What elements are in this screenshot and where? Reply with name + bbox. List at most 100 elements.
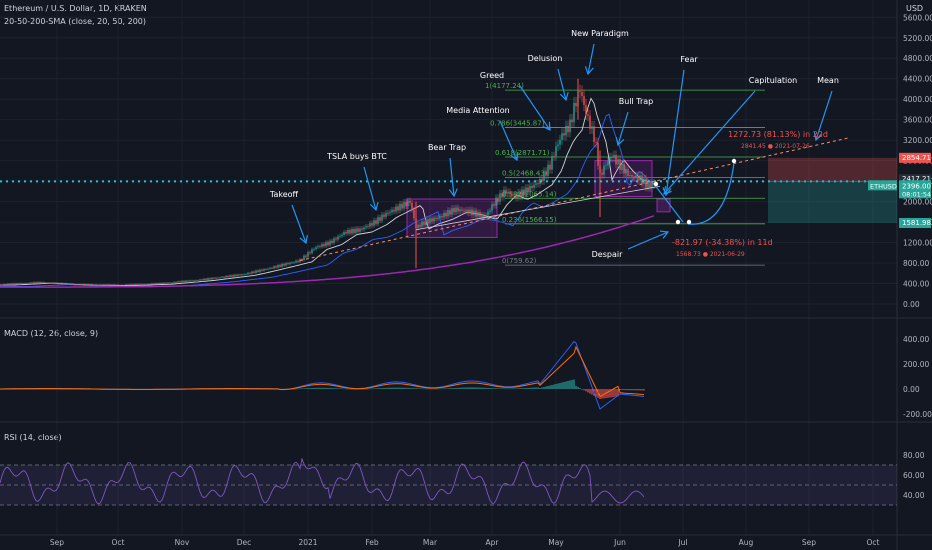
candle-body bbox=[439, 216, 441, 218]
candle-body bbox=[595, 141, 597, 143]
macd-histogram-bar bbox=[237, 388, 239, 390]
candle-body bbox=[335, 238, 337, 240]
candle-body bbox=[175, 281, 177, 283]
macd-histogram-bar bbox=[61, 388, 63, 390]
rsi-tick-label: 60.00 bbox=[903, 471, 925, 480]
chart-symbol-title: Ethereum / U.S. Dollar, 1D, KRAKEN bbox=[4, 4, 147, 13]
symbol-tag: ETHUSD bbox=[870, 182, 897, 190]
candle-body bbox=[141, 283, 143, 285]
candle-body bbox=[107, 284, 109, 286]
macd-histogram-bar bbox=[495, 388, 497, 389]
candle-body bbox=[103, 284, 105, 286]
candle-body bbox=[607, 161, 609, 166]
candle-body bbox=[401, 203, 403, 209]
annotation-label: TSLA buys BTC bbox=[326, 152, 387, 161]
sma-indicator-label[interactable]: 20-50-200-SMA (close, 20, 50, 200) bbox=[4, 17, 147, 26]
candle-body bbox=[183, 280, 185, 283]
candle-body bbox=[575, 102, 577, 107]
macd-histogram-bar bbox=[581, 389, 583, 390]
rsi-tick-label: 80.00 bbox=[903, 451, 925, 460]
time-tick-label: Jun bbox=[613, 538, 626, 547]
fib-retracement: 1(4177.24) 0.786(3445.87) 0.618(2871.71) 0.… bbox=[485, 82, 765, 266]
macd-histogram-bar bbox=[411, 388, 413, 389]
arrow-head bbox=[448, 188, 458, 198]
macd-histogram-bar bbox=[313, 387, 315, 389]
candle-body bbox=[517, 192, 519, 199]
candle-body bbox=[151, 283, 153, 285]
time-tick-label: Nov bbox=[175, 538, 190, 547]
macd-histogram-bar bbox=[305, 388, 307, 389]
macd-histogram-bar bbox=[563, 382, 565, 389]
annotation-arrow bbox=[363, 166, 377, 211]
candle-body bbox=[307, 252, 309, 257]
candle-body bbox=[609, 157, 611, 162]
macd-histogram-bar bbox=[225, 388, 227, 390]
macd-histogram-bar bbox=[501, 388, 503, 390]
price-tick-label: 800.00 bbox=[903, 259, 929, 268]
macd-histogram-bar bbox=[615, 389, 617, 397]
candle-body bbox=[549, 164, 551, 170]
macd-histogram-bar bbox=[213, 388, 215, 390]
candle-body bbox=[67, 283, 69, 285]
candle-body bbox=[551, 156, 553, 170]
candle-body bbox=[555, 146, 557, 157]
candle-body bbox=[185, 280, 187, 283]
candle-body bbox=[137, 283, 139, 286]
macd-histogram-bar bbox=[433, 388, 435, 390]
macd-histogram-bar bbox=[415, 388, 417, 389]
mean-trendline bbox=[299, 137, 851, 261]
arrow-head bbox=[813, 131, 823, 142]
macd-histogram-bar bbox=[363, 388, 365, 390]
macd-histogram-bar bbox=[399, 387, 401, 389]
candle-body bbox=[419, 224, 421, 227]
candle-body bbox=[191, 280, 193, 282]
candle-body bbox=[309, 252, 311, 254]
macd-histogram-bar bbox=[417, 388, 419, 389]
candle-body bbox=[209, 278, 211, 280]
macd-histogram-bar bbox=[531, 387, 533, 389]
candle-body bbox=[397, 206, 399, 211]
currency-label: USD bbox=[906, 4, 924, 13]
candle-body bbox=[203, 278, 205, 281]
projection-down-label: -821.97 (-34.38%) in 11d bbox=[672, 238, 773, 247]
candle-body bbox=[459, 209, 461, 212]
macd-histogram-bar bbox=[517, 388, 519, 389]
macd-tick-label: 400.00 bbox=[903, 335, 929, 344]
candle-body bbox=[427, 219, 429, 224]
macd-histogram-bar bbox=[25, 388, 27, 390]
macd-histogram-bar bbox=[65, 388, 67, 390]
candle-body bbox=[255, 270, 257, 273]
candle-body bbox=[343, 232, 345, 235]
macd-histogram-bar bbox=[319, 387, 321, 389]
fib-label: 0.618(2871.71) bbox=[495, 149, 550, 157]
candle-body bbox=[543, 171, 545, 182]
arrow-head bbox=[299, 234, 308, 245]
macd-histogram-bar bbox=[515, 388, 517, 390]
candle-body bbox=[649, 183, 651, 189]
macd-histogram-bar bbox=[577, 386, 579, 389]
macd-histogram-bar bbox=[435, 388, 437, 390]
candle-body bbox=[277, 265, 279, 268]
rsi-indicator-label[interactable]: RSI (14, close) bbox=[4, 433, 62, 442]
candle-body bbox=[53, 282, 55, 284]
candle-body bbox=[361, 228, 363, 230]
candle-body bbox=[505, 189, 507, 194]
macd-histogram-bar bbox=[39, 388, 41, 390]
candle-body bbox=[177, 281, 179, 283]
macd-histogram-bar bbox=[333, 388, 335, 389]
candle-body bbox=[159, 282, 161, 285]
macd-histogram-bar bbox=[545, 386, 547, 389]
price-tag-mid-bg bbox=[899, 174, 931, 185]
candle-body bbox=[589, 115, 591, 129]
macd-indicator-label[interactable]: MACD (12, 26, close, 9) bbox=[4, 329, 99, 338]
arrow-head bbox=[584, 66, 594, 76]
candle-body bbox=[251, 271, 253, 274]
candle-body bbox=[89, 284, 91, 286]
candle-body bbox=[37, 281, 39, 284]
macd-histogram-bar bbox=[547, 386, 549, 389]
macd-histogram-bar bbox=[557, 383, 559, 389]
candle-body bbox=[385, 212, 387, 217]
candle-body bbox=[383, 214, 385, 217]
